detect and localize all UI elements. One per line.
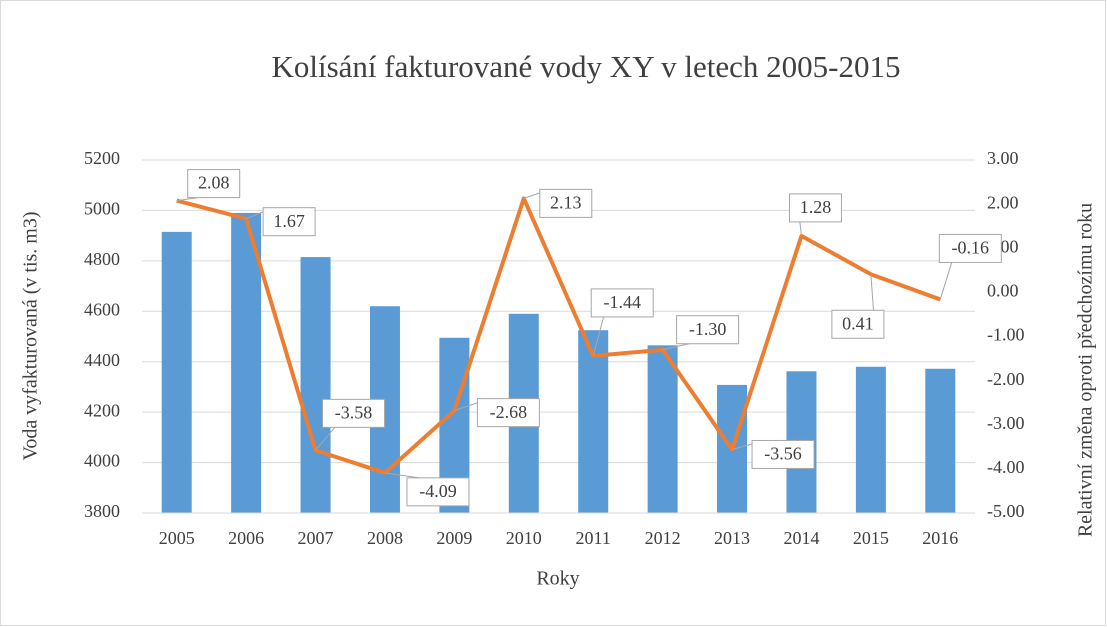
- y2-tick-label: -2.00: [987, 369, 1025, 389]
- y-tick-label: 3800: [84, 501, 120, 521]
- y2-tick-label: -3.00: [987, 413, 1025, 433]
- data-label: -2.68: [490, 402, 528, 422]
- x-tick-label: 2011: [576, 528, 611, 548]
- callout-box: [676, 315, 740, 345]
- x-tick-label: 2007: [298, 528, 334, 548]
- bar: [578, 330, 609, 513]
- data-label: 1.67: [273, 211, 305, 231]
- data-label: -3.58: [335, 402, 373, 422]
- y-axis-label: Voda vyfakturovaná (v tis. m3): [20, 211, 42, 460]
- callout-box: [831, 309, 885, 339]
- data-label: 0.41: [842, 313, 874, 333]
- callout-leader: [939, 262, 953, 300]
- bar: [925, 368, 956, 513]
- y2-tick-label: 0.00: [987, 281, 1019, 301]
- callout-box: [788, 193, 842, 223]
- callout-box: [751, 439, 815, 469]
- data-label: -4.09: [419, 481, 457, 501]
- y-tick-label: 4400: [84, 350, 120, 370]
- callout-leader: [870, 274, 874, 311]
- callout-box: [262, 207, 316, 237]
- chart-title: Kolísání fakturované vody XY v letech 20…: [271, 49, 900, 84]
- bar: [855, 366, 886, 513]
- y-tick-label: 4200: [84, 400, 120, 420]
- x-tick-label: 2010: [506, 528, 542, 548]
- data-label: -1.44: [603, 292, 641, 312]
- callout-leader: [315, 427, 336, 451]
- callout-box: [476, 398, 540, 428]
- x-tick-label: 2014: [783, 528, 819, 548]
- y-tick-label: 5200: [84, 148, 120, 168]
- x-tick-label: 2005: [159, 528, 195, 548]
- callout-box: [539, 188, 593, 218]
- y2-tick-label: -4.00: [987, 457, 1025, 477]
- x-axis-label: Roky: [536, 568, 579, 590]
- callout-leader: [799, 221, 802, 236]
- y-tick-label: 4000: [84, 451, 120, 471]
- x-tick-label: 2008: [367, 528, 403, 548]
- bar: [300, 257, 331, 513]
- bar: [231, 212, 262, 513]
- bar: [647, 345, 678, 513]
- data-label: 1.28: [800, 197, 832, 217]
- y2-tick-label: 3.00: [987, 148, 1019, 168]
- x-tick-label: 2015: [853, 528, 889, 548]
- data-label: -3.56: [764, 444, 802, 464]
- callout-leader: [662, 343, 690, 351]
- y2-tick-label: 2.00: [987, 192, 1019, 212]
- y-tick-label: 4800: [84, 249, 120, 269]
- data-label: 2.08: [198, 173, 230, 193]
- callout-leader: [384, 472, 420, 479]
- x-tick-label: 2009: [436, 528, 472, 548]
- data-label: 2.13: [550, 193, 582, 213]
- callout-box: [590, 288, 654, 318]
- y2-tick-label: -1.00: [987, 325, 1025, 345]
- y2-tick-label: -5.00: [987, 501, 1025, 521]
- y-tick-label: 4600: [84, 299, 120, 319]
- line: [176, 196, 941, 475]
- callout-box: [406, 477, 470, 507]
- callout-box: [938, 233, 1002, 263]
- data-label: -0.16: [952, 238, 990, 258]
- callout-leader: [592, 316, 605, 357]
- x-tick-label: 2013: [714, 528, 750, 548]
- callout-box: [187, 169, 241, 199]
- y-tick-label: 5000: [84, 199, 120, 219]
- data-label: -1.30: [689, 319, 727, 339]
- callout-box: [322, 398, 386, 428]
- bar: [161, 231, 192, 513]
- x-tick-label: 2006: [228, 528, 264, 548]
- y2-axis-label: Relativní změna oproti předchozímu roku: [1075, 203, 1097, 537]
- x-tick-label: 2012: [645, 528, 681, 548]
- x-tick-label: 2016: [922, 528, 958, 548]
